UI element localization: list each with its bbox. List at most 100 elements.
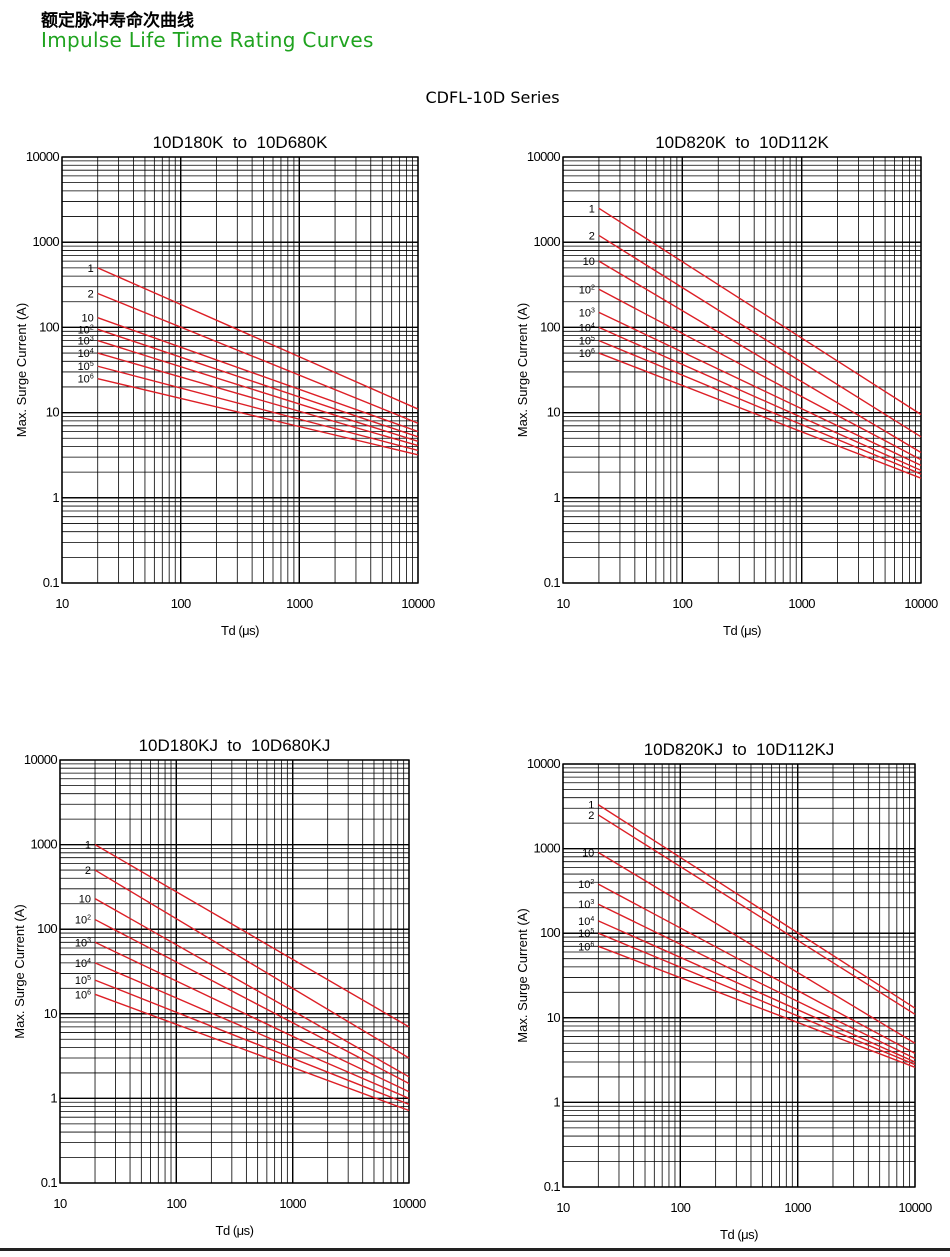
curve-label: 105 [579,336,595,348]
page-title-english: Impulse Life Time Rating Curves [41,28,374,52]
curve-label-exponent: 3 [590,899,594,906]
curve-label-exponent: 3 [90,336,94,343]
plot-frame [59,759,410,1184]
curve-label-exponent: 6 [591,348,595,355]
y-tick-label: 1 [50,1090,57,1105]
curve-label: 10 [582,847,594,859]
curve-label: 2 [88,288,94,300]
curve-label: 106 [75,989,91,1001]
chart-title: 10D820KJ to 10D112KJ [644,740,835,759]
series-line [97,352,419,447]
x-axis-label: Td (μs) [720,1227,758,1242]
series-line [598,932,916,1066]
y-tick-label: 10000 [527,149,561,164]
curve-label: 10 [583,256,595,268]
y-tick-label: 1 [52,490,59,505]
curve-label-exponent: 6 [590,941,594,948]
y-tick-label: 0.1 [41,1175,58,1190]
x-axis-label: Td (μs) [221,623,259,638]
series-line [94,843,410,1028]
curve-label-exponent: 4 [90,348,94,355]
curve-label: 104 [579,322,595,334]
y-tick-label: 1000 [30,837,57,852]
curve-label: 106 [578,941,594,953]
y-tick-label: 100 [37,921,57,936]
x-tick-label: 1000 [279,1196,306,1211]
curve-label: 102 [78,324,94,336]
y-tick-label: 10 [547,405,561,420]
series-line [598,326,922,471]
y-tick-label: 10000 [26,149,60,164]
y-axis-label: Max. Surge Current (A) [515,908,530,1042]
series-line [97,292,419,424]
x-tick-label: 100 [166,1196,186,1211]
x-tick-label: 1000 [286,596,313,611]
series-line [598,311,922,467]
curve-label: 106 [78,374,94,386]
y-tick-label: 0.1 [544,575,561,590]
x-tick-label: 10000 [401,596,435,611]
series-line [97,378,419,456]
y-tick-label: 100 [39,319,59,334]
x-tick-label: 100 [171,596,191,611]
x-axis-label: Td (μs) [723,623,761,638]
plot-frame [61,156,419,584]
curve-label: 102 [75,915,91,927]
curve-label-exponent: 5 [90,361,94,368]
grid [59,759,410,1184]
x-tick-label: 1000 [788,596,815,611]
x-tick-label: 100 [672,596,692,611]
series-line [94,918,410,1085]
y-tick-label: 10 [547,1010,561,1025]
curve-label: 10 [79,894,91,906]
grid [562,156,922,584]
curve-label-exponent: 3 [591,307,595,314]
y-tick-label: 0.1 [544,1179,561,1194]
y-tick-label: 10000 [24,752,58,767]
x-tick-label: 1000 [784,1200,811,1215]
curve-label-exponent: 5 [87,975,91,982]
chart-title: 10D180KJ to 10D680KJ [139,736,331,755]
y-axis-label: Max. Surge Current (A) [515,303,530,437]
curve-label: 104 [578,916,594,928]
curve-label-exponent: 2 [590,879,594,886]
curve-label: 10 [81,313,93,325]
series-line [598,234,922,438]
series-line [598,945,916,1068]
curve-label: 104 [78,348,94,360]
page-title-chinese: 额定脉冲寿命次曲线 [41,11,194,31]
y-tick-label: 100 [540,925,560,940]
curve-label: 1 [588,800,594,812]
y-tick-label: 1 [553,1094,560,1109]
series-line [598,288,922,461]
y-tick-label: 10 [44,1006,58,1021]
x-tick-label: 10 [55,596,69,611]
y-axis-label: Max. Surge Current (A) [14,303,29,437]
series-line [97,328,419,438]
series-line [598,903,916,1060]
x-tick-label: 10 [53,1196,67,1211]
x-tick-label: 10 [556,596,570,611]
curve-label: 1 [589,203,595,215]
series-line [598,207,922,416]
curve-label-exponent: 3 [87,937,91,944]
x-tick-label: 100 [670,1200,690,1215]
curve-label: 1 [88,263,94,275]
curve-label: 105 [75,975,91,987]
series-line [598,260,922,454]
y-tick-label: 10 [46,405,60,420]
curve-label: 2 [588,810,594,822]
curve-label: 2 [85,865,91,877]
plot-frame [562,156,922,584]
x-axis-label: Td (μs) [216,1223,254,1238]
curve-label: 102 [578,879,594,891]
curve-label: 2 [589,230,595,242]
series-line [597,814,916,1015]
series-line [94,941,410,1093]
